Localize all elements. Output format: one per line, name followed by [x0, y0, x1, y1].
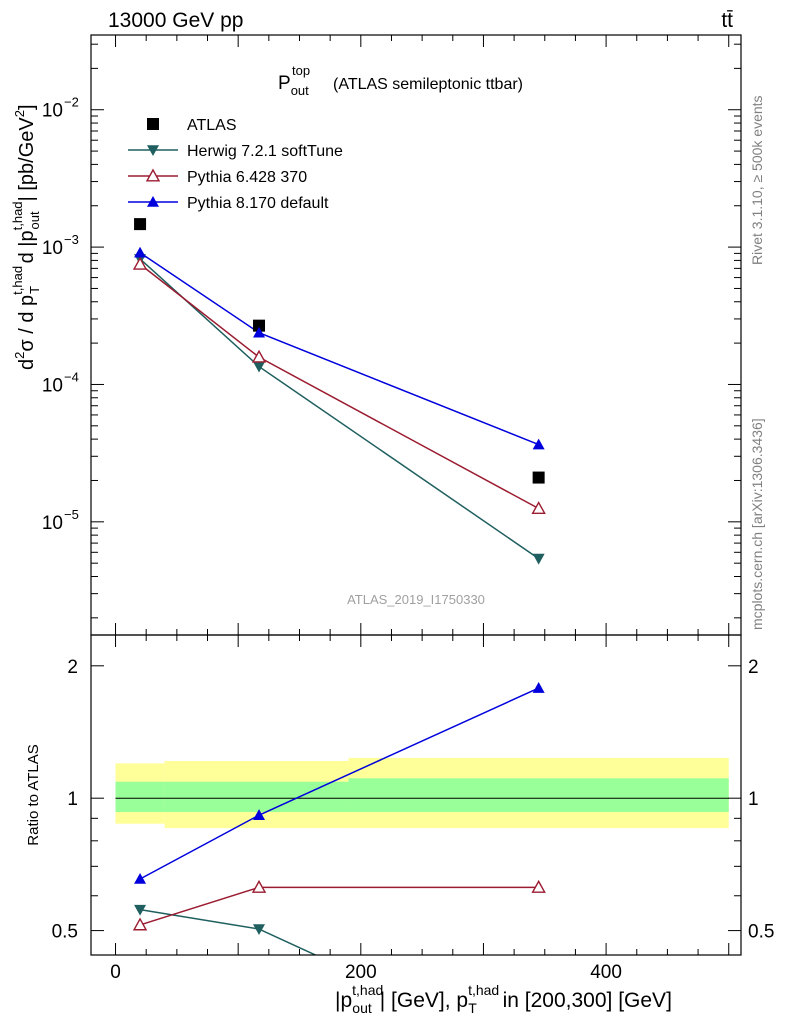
main-y-tick-label: 10: [42, 238, 63, 259]
main-y-tick-label: 10: [42, 375, 63, 396]
ratio-panel-lines: [139, 687, 539, 955]
main-point-atlas: [253, 319, 266, 332]
main-line-pythia-8-170-default: [139, 252, 539, 446]
main-point-pythia-6-428-370: [531, 501, 546, 515]
ratio-point-pythia-6-428-370: [251, 879, 267, 893]
ratio-point-herwig-7-2-1-softtune: [253, 924, 266, 936]
legend-marker-pythia-8-170-default: [147, 196, 159, 207]
header-process-label: tt̄: [721, 9, 733, 32]
legend: ATLAS Herwig 7.2.1 softTune Pythia 6.428 3…: [128, 117, 343, 212]
legend-label-atlas: ATLAS: [187, 117, 237, 134]
main-point-atlas: [532, 471, 545, 484]
legend-label-herwig-7-2-1-softtune: Herwig 7.2.1 softTune: [187, 143, 343, 160]
ratio-y-tick-label-right: 1: [748, 789, 759, 810]
ratio-y-tick-label-right: 0.5: [748, 922, 774, 943]
main-point-pythia-8-170-default: [253, 326, 266, 338]
header-energy-label: 13000 GeV pp: [108, 9, 243, 32]
ratio-y-axis-label: Ratio to ATLAS: [25, 744, 42, 845]
main-y-tick-label: 10: [42, 513, 63, 534]
legend-marker-atlas: [147, 118, 159, 130]
ratio-y-tick-label-left: 0.5: [52, 922, 78, 943]
main-y-tick-exponent: −5: [64, 507, 79, 522]
x-axis-label: |pt,had out | [GeV], pt,had T in [200,300] …: [335, 982, 672, 1016]
main-point-pythia-8-170-default: [134, 246, 147, 258]
ratio-point-pythia-8-170-default: [134, 873, 147, 884]
plot-title-superscript: top: [292, 63, 310, 78]
main-panel-markers: [132, 218, 546, 565]
main-panel-lines: [139, 252, 540, 560]
legend-label-pythia-8-170-default: Pythia 8.170 default: [187, 195, 329, 212]
ratio-point-pythia-8-170-default: [532, 682, 545, 693]
ratio-y-tick-label-left: 1: [67, 789, 78, 810]
x-tick-label: 200: [345, 962, 377, 983]
ratio-point-pythia-8-170-default: [253, 809, 266, 820]
main-y-tick-exponent: −3: [64, 232, 79, 247]
main-line-herwig-7-2-1-softtune: [139, 258, 540, 560]
ratio-point-herwig-7-2-1-softtune: [134, 904, 147, 916]
x-tick-label: 0: [110, 962, 121, 983]
main-point-atlas: [134, 218, 147, 231]
legend-label-pythia-6-428-370: Pythia 6.428 370: [187, 169, 307, 186]
x-tick-label: 400: [590, 962, 622, 983]
plot-title-rest: (ATLAS semileptonic ttbar): [333, 76, 523, 93]
main-point-herwig-7-2-1-softtune: [532, 553, 545, 565]
main-y-axis-label: d2σ / d pt,had T d |pt,had out| [pb/GeV2]: [10, 104, 42, 370]
ratio-band-green: [115, 781, 165, 813]
main-point-pythia-8-170-default: [532, 438, 545, 450]
main-y-tick-label: 10: [42, 101, 63, 122]
ratio-band-green: [348, 778, 729, 813]
main-point-herwig-7-2-1-softtune: [253, 361, 266, 373]
legend-marker-herwig-7-2-1-softtune: [147, 145, 159, 156]
legend-marker-pythia-6-428-370: [145, 168, 161, 182]
plot-title: Pout: [278, 73, 309, 98]
ratio-uncertainty-bands: [115, 757, 729, 829]
ratio-y-tick-label-right: 2: [748, 657, 759, 678]
main-y-tick-exponent: −2: [64, 95, 79, 110]
ratio-panel-markers: [132, 682, 546, 936]
ratio-point-pythia-6-428-370: [531, 879, 546, 893]
ratio-band-green: [164, 781, 349, 813]
ratio-panel-axes: 0.5 0.5 1 1 2 2 0 200 400: [52, 634, 774, 983]
main-panel-axes: 10−210−310−410−5: [42, 34, 742, 636]
mcplots-reference-label: mcplots.cern.ch [arXiv:1306.3436]: [749, 418, 765, 630]
main-point-pythia-6-428-370: [251, 349, 267, 363]
main-line-pythia-6-428-370: [139, 263, 539, 510]
ratio-y-tick-label-left: 2: [67, 657, 78, 678]
ratio-point-pythia-6-428-370: [132, 917, 148, 931]
ratio-panel-frame: [90, 634, 742, 956]
main-y-tick-exponent: −4: [64, 369, 79, 384]
main-point-pythia-6-428-370: [132, 256, 148, 270]
analysis-watermark: ATLAS_2019_I1750330: [347, 592, 485, 607]
rivet-version-label: Rivet 3.1.10, ≥ 500k events: [749, 95, 765, 265]
